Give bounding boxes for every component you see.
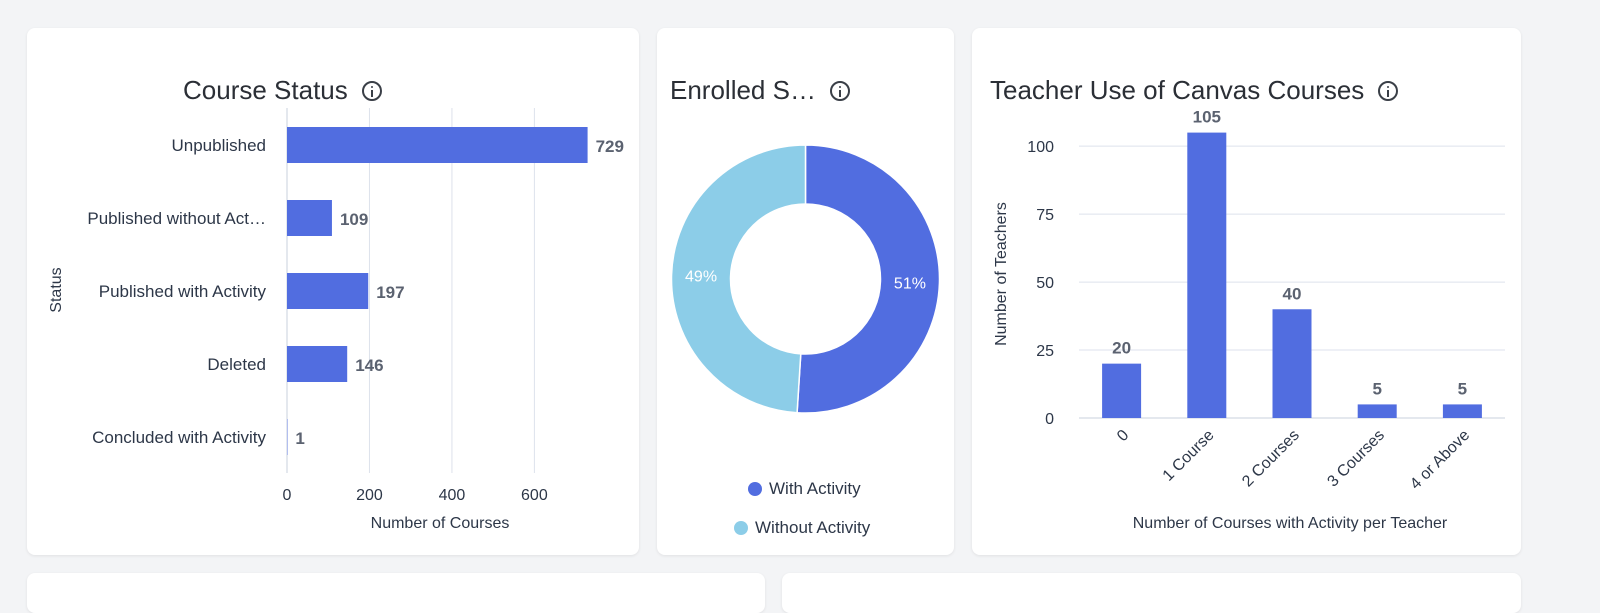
data-label: 40 — [1283, 284, 1302, 303]
bar[interactable] — [287, 127, 588, 163]
y-tick-label: 75 — [1036, 207, 1054, 224]
teacher-use-chart: 0 25 50 75 100 20 0 105 1 Course 40 2 Courses 5 3 Co… — [972, 28, 1521, 555]
x-axis-title: Number of Courses with Activity per Teac… — [1133, 515, 1448, 532]
bar[interactable] — [287, 200, 332, 236]
data-label: 729 — [596, 137, 624, 156]
x-tick-label: 2 Courses — [1239, 427, 1303, 491]
data-label: 105 — [1193, 108, 1221, 127]
y-tick-label: 50 — [1036, 275, 1054, 292]
y-tick-label: Unpublished — [171, 136, 266, 155]
x-tick-label: 200 — [356, 487, 383, 504]
y-axis-title: Status — [48, 267, 65, 312]
x-axis-title: Number of Courses — [371, 515, 510, 532]
y-tick-label: 25 — [1036, 343, 1054, 360]
bottom-card-right — [782, 573, 1521, 613]
data-label: 20 — [1112, 339, 1131, 358]
data-label: 109 — [340, 210, 368, 229]
y-tick-label: Published with Activity — [99, 282, 267, 301]
course-status-chart: 0 200 400 600 Unpublished 729 Published withou… — [27, 28, 639, 555]
bottom-card-left — [27, 573, 765, 613]
bar[interactable] — [1443, 404, 1482, 418]
x-tick-label: 600 — [521, 487, 548, 504]
data-label: 1 — [295, 429, 304, 448]
data-label: 5 — [1458, 379, 1467, 398]
y-tick-label: 100 — [1027, 139, 1054, 156]
y-tick-label: 0 — [1045, 411, 1054, 428]
y-tick-label: Published without Act… — [87, 209, 266, 228]
bar[interactable] — [1358, 404, 1397, 418]
y-axis-title: Number of Teachers — [993, 202, 1010, 346]
slice-label: 51% — [894, 275, 926, 292]
legend-label-with-activity: With Activity — [769, 479, 861, 499]
legend-label-without-activity: Without Activity — [755, 518, 870, 538]
bar[interactable] — [1102, 364, 1141, 418]
y-tick-label: Concluded with Activity — [92, 428, 266, 447]
bar[interactable] — [1273, 309, 1312, 418]
x-tick-label: 0 — [283, 487, 292, 504]
legend-item-with-activity[interactable]: With Activity — [748, 479, 861, 499]
y-tick-label: Deleted — [207, 355, 266, 374]
data-label: 197 — [376, 283, 404, 302]
x-tick-label: 400 — [439, 487, 466, 504]
legend-item-without-activity[interactable]: Without Activity — [734, 518, 870, 538]
bar[interactable] — [287, 346, 347, 382]
bar[interactable] — [287, 273, 368, 309]
x-tick-label: 0 — [1114, 427, 1132, 445]
enrolled-card: Enrolled S… 51%49% With Activity Without… — [657, 28, 954, 555]
enrolled-donut-chart: 51% 49% — [657, 28, 954, 555]
data-label: 5 — [1372, 379, 1381, 398]
x-tick-label: 4 or Above — [1407, 427, 1473, 493]
legend-dot-with-activity — [748, 482, 762, 496]
x-tick-label: 3 Courses — [1324, 427, 1388, 491]
slice-label: 49% — [685, 269, 717, 286]
x-tick-label: 1 Course — [1160, 427, 1218, 485]
bar[interactable] — [1187, 133, 1226, 418]
data-label: 146 — [355, 356, 383, 375]
legend-dot-without-activity — [734, 521, 748, 535]
